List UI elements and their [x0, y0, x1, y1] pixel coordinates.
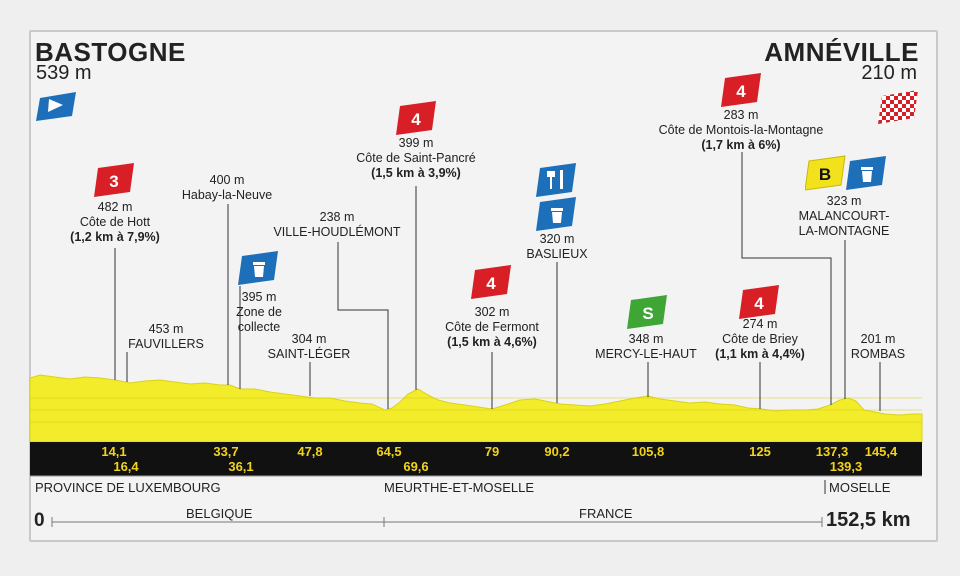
- climb-label: 283 m Côte de Montois-la-Montagne (1,7 km …: [658, 108, 824, 152]
- start-flag-icon: [36, 92, 76, 121]
- country-label: BELGIQUE: [186, 506, 253, 521]
- km-marker: 36,1: [228, 459, 254, 474]
- badge-text: B: [819, 165, 831, 184]
- badge-text: 4: [486, 274, 496, 293]
- km-marker: 64,5: [376, 444, 402, 459]
- finish-checkered-flag-icon: [878, 90, 918, 124]
- climb-cat4-icon: 4: [471, 265, 511, 299]
- climb-cat4-icon: 4: [739, 285, 779, 319]
- badge-text: 4: [411, 110, 421, 129]
- km-marker: 33,7: [213, 444, 239, 459]
- bonus-icon: B: [805, 155, 846, 191]
- km-band: [30, 442, 922, 476]
- km-marker: 139,3: [829, 459, 863, 474]
- waste-bin-icon: [846, 156, 886, 190]
- badge-text: 4: [736, 82, 746, 101]
- town-label: 320 m BASLIEUX: [526, 232, 588, 261]
- feed-zone-label: 395 m Zone de collecte: [236, 290, 282, 334]
- region-label: MOSELLE: [829, 480, 891, 495]
- climb-label: 274 m Côte de Briey (1,1 km à 4,4%): [715, 317, 805, 361]
- km-marker: 90,2: [544, 444, 570, 459]
- km-marker: 69,6: [403, 459, 429, 474]
- climb-cat4-icon: 4: [721, 73, 761, 107]
- km-marker: 79: [484, 444, 500, 459]
- waste-bin-icon: [536, 197, 576, 231]
- sprint-icon: S: [627, 295, 667, 329]
- climb-label: 399 m Côte de Saint-Pancré (1,5 km à 3,9%): [356, 136, 476, 180]
- climb-cat3-icon: 3: [94, 163, 134, 197]
- km-marker: 14,1: [101, 444, 127, 459]
- elevation-area: [29, 374, 923, 443]
- start-city: BASTOGNE: [35, 37, 186, 67]
- km-marker: 125: [749, 444, 771, 459]
- km-marker: 47,8: [297, 444, 323, 459]
- distance-total: 152,5 km: [826, 509, 911, 531]
- badge-text: 4: [754, 294, 764, 313]
- km-marker: 137,3: [815, 444, 849, 459]
- distance-start: 0: [34, 510, 45, 531]
- km-marker: 145,4: [864, 444, 898, 459]
- finish-altitude: 210 m: [861, 62, 917, 84]
- country-label: FRANCE: [579, 506, 633, 521]
- badge-text: S: [642, 304, 653, 323]
- climb-label: 482 m Côte de Hott (1,2 km à 7,9%): [70, 200, 160, 244]
- climb-label: 302 m Côte de Fermont (1,5 km à 4,6%): [445, 305, 539, 349]
- town-label: 304 m SAINT-LÉGER: [267, 332, 351, 361]
- sprint-label: 348 m MERCY-LE-HAUT: [595, 332, 697, 361]
- town-label: 400 m Habay-la-Neuve: [181, 173, 273, 202]
- waste-bin-icon: [238, 251, 278, 285]
- region-label: MEURTHE-ET-MOSELLE: [384, 480, 535, 495]
- climb-cat4-icon: 4: [396, 101, 436, 135]
- start-altitude: 539 m: [36, 62, 92, 84]
- bonus-label: 323 m MALANCOURT- LA-MONTAGNE: [798, 194, 890, 238]
- town-label: 238 m VILLE-HOUDLÉMONT: [273, 210, 401, 239]
- feed-zone-icon: [536, 163, 576, 197]
- finish-city: AMNÉVILLE: [764, 37, 919, 67]
- km-marker: 16,4: [113, 459, 139, 474]
- badge-text: 3: [109, 172, 118, 191]
- town-label: 453 m FAUVILLERS: [128, 322, 204, 351]
- region-label: PROVINCE DE LUXEMBOURG: [35, 480, 221, 495]
- km-marker: 105,8: [631, 444, 665, 459]
- town-label: 201 m ROMBAS: [850, 332, 906, 361]
